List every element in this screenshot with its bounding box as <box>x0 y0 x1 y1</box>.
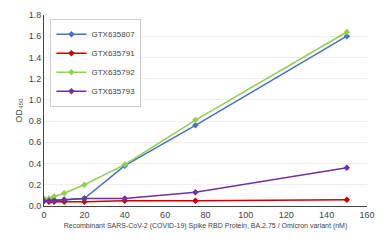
svg-text:GTX635793: GTX635793 <box>91 87 135 96</box>
svg-text:1.8: 1.8 <box>29 10 42 20</box>
svg-text:20: 20 <box>79 210 89 220</box>
svg-text:0: 0 <box>41 210 46 220</box>
svg-text:60: 60 <box>160 210 170 220</box>
svg-text:0.8: 0.8 <box>29 116 42 126</box>
svg-text:1.2: 1.2 <box>29 74 42 84</box>
svg-text:1.0: 1.0 <box>29 95 42 105</box>
svg-text:80: 80 <box>200 210 210 220</box>
svg-text:0.0: 0.0 <box>29 201 42 211</box>
svg-text:0.2: 0.2 <box>29 180 42 190</box>
svg-text:0.4: 0.4 <box>29 159 42 169</box>
svg-text:1.4: 1.4 <box>29 53 42 63</box>
svg-text:GTX635791: GTX635791 <box>91 49 135 58</box>
svg-text:OD₄₅₀: OD₄₅₀ <box>14 98 24 123</box>
svg-text:100: 100 <box>238 210 253 220</box>
svg-text:GTX635792: GTX635792 <box>91 68 135 77</box>
svg-text:160: 160 <box>359 210 374 220</box>
svg-text:140: 140 <box>319 210 334 220</box>
svg-text:Recombinant SARS-CoV-2 (COVID-: Recombinant SARS-CoV-2 (COVID-19) Spike … <box>64 222 348 230</box>
svg-text:GTX635807: GTX635807 <box>91 30 135 39</box>
svg-text:40: 40 <box>120 210 130 220</box>
svg-text:120: 120 <box>279 210 294 220</box>
svg-text:1.6: 1.6 <box>29 31 42 41</box>
svg-text:0.6: 0.6 <box>29 137 42 147</box>
